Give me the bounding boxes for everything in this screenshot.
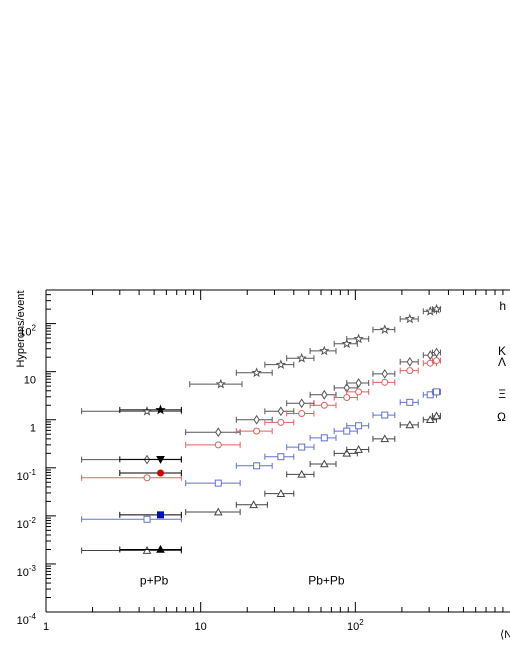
x-axis-title: ⟨N (500, 629, 510, 641)
annotation: p+Pb (140, 574, 169, 588)
data-point (277, 453, 285, 461)
data-point (354, 444, 363, 453)
series-label: Λ (498, 355, 506, 369)
data-point (381, 378, 389, 386)
axis-layer: 1 10 102 10-4 10-3 10-2 10-1 1 10 102 p+Pb Pb+Pb (17, 289, 504, 633)
data-point (298, 398, 305, 409)
data-point (141, 405, 153, 416)
data-point (297, 469, 307, 478)
data-point (213, 507, 223, 516)
data-point (296, 352, 307, 363)
data-point (156, 544, 165, 553)
data-point (342, 448, 352, 457)
data-point (253, 462, 261, 470)
data-point (298, 443, 306, 451)
y-tick-label: 10-4 (17, 612, 37, 627)
data-point (214, 441, 222, 449)
data-point (143, 515, 151, 523)
data-point (276, 489, 286, 497)
data-point (277, 418, 285, 426)
y-tick-label: 10-1 (17, 468, 37, 483)
series-3: Ξ (81, 387, 506, 523)
data-point (425, 305, 436, 316)
data-point (156, 456, 165, 464)
data-point (214, 479, 222, 487)
data-point (143, 474, 151, 482)
data-point (251, 367, 262, 378)
data-point (341, 338, 352, 349)
data-point (275, 359, 287, 370)
data-point (215, 427, 222, 438)
data-point (380, 434, 390, 443)
y-axis-title: Hyperons/event (15, 290, 27, 367)
data-point (343, 394, 351, 402)
y-tick-label: 102 (19, 324, 36, 339)
data-point (433, 357, 441, 365)
data-point (406, 398, 414, 406)
x-tick-label: 102 (347, 618, 364, 633)
data-point (142, 546, 152, 554)
series-label: K (498, 344, 506, 358)
y-tick-label: 10-3 (17, 564, 37, 579)
x-tick-label: 10 (195, 621, 207, 633)
series-4: Ω (81, 410, 506, 554)
data-point (355, 388, 363, 396)
data-point (404, 313, 415, 324)
data-point (321, 389, 328, 400)
y-tick-label: 1 (30, 423, 36, 435)
data-point (432, 411, 441, 420)
data-point (253, 427, 261, 435)
data-point (253, 414, 260, 425)
data-point (343, 427, 351, 435)
series-label: h (499, 299, 506, 313)
data-point (433, 347, 440, 358)
data-point (405, 420, 415, 429)
data-point (355, 378, 362, 388)
data-point (355, 422, 363, 430)
data-point (215, 378, 226, 389)
data-point (157, 469, 165, 477)
data-point (353, 333, 364, 344)
x-tick-label: 1 (43, 621, 49, 633)
data-point (381, 368, 388, 379)
data-point (249, 500, 258, 509)
data-point (426, 359, 434, 367)
data-point (277, 406, 285, 417)
data-point (320, 434, 328, 442)
data-point (298, 409, 306, 417)
data-point (431, 303, 442, 314)
plot-frame (45, 289, 510, 613)
data-point (381, 411, 389, 419)
data-point (319, 345, 330, 356)
data-point (406, 367, 414, 375)
data-point (320, 401, 328, 409)
data-point (155, 404, 166, 415)
data-point (425, 415, 435, 424)
data-layer: h KΛ ΞΩ (81, 299, 506, 554)
series-1: K (81, 344, 506, 465)
annotation: Pb+Pb (308, 574, 345, 588)
series-2: Λ (81, 355, 506, 482)
series-label: Ξ (498, 387, 506, 401)
series-label: Ω (497, 410, 506, 424)
y-tick-label: 10 (24, 375, 36, 387)
data-point (406, 356, 414, 367)
data-point (319, 459, 329, 468)
y-tick-label: 10-2 (17, 516, 37, 531)
series-0: h (81, 299, 506, 416)
data-point (379, 324, 390, 334)
data-point (157, 511, 165, 519)
data-point (433, 388, 441, 396)
